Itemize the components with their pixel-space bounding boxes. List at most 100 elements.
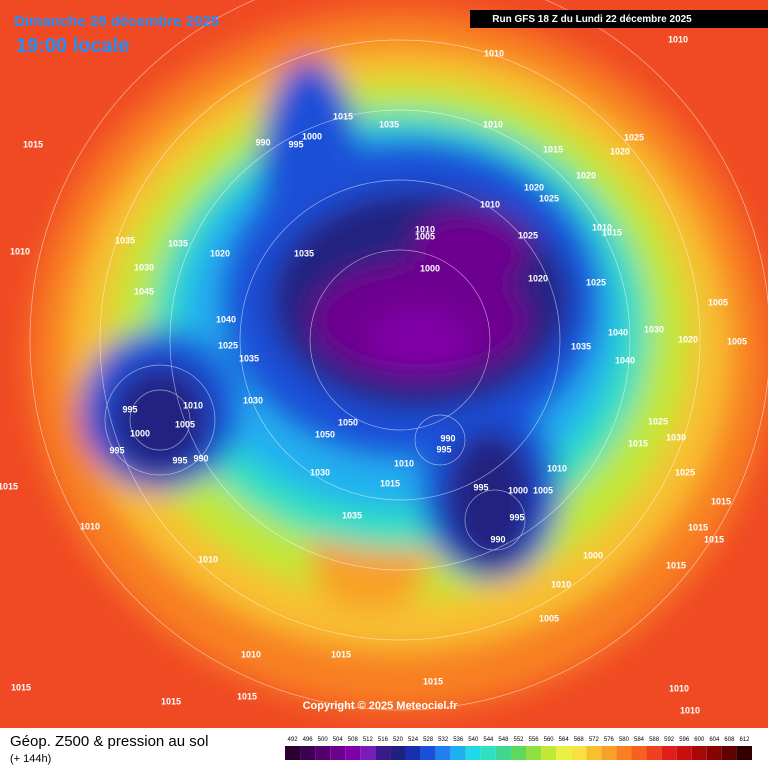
- pressure-label: 1015: [11, 682, 31, 692]
- pressure-label: 1010: [241, 649, 261, 659]
- pressure-label: 1010: [483, 119, 503, 129]
- pressure-label: 1035: [294, 248, 314, 258]
- colorbar-label: 504: [333, 737, 344, 743]
- colorbar-label: 552: [513, 737, 524, 743]
- colorbar-swatch: [345, 746, 361, 760]
- pressure-label: 1005: [727, 336, 747, 346]
- colorbar-swatch: [541, 746, 557, 760]
- pressure-label: 1045: [134, 286, 154, 296]
- pressure-label: 1025: [624, 132, 644, 142]
- colorbar-label: 560: [544, 737, 555, 743]
- pressure-label: 1030: [243, 395, 263, 405]
- pressure-label: 1035: [379, 119, 399, 129]
- pressure-label: 1035: [239, 353, 259, 363]
- colorbar-label: 544: [483, 737, 494, 743]
- colorbar-swatch: [706, 746, 722, 760]
- colorbar-swatch: [676, 746, 692, 760]
- colorbar-label: 508: [348, 737, 359, 743]
- pressure-label: 995: [509, 512, 524, 522]
- colorbar-label: 596: [679, 737, 690, 743]
- pressure-label: 990: [440, 433, 455, 443]
- colorbar-label: 592: [664, 737, 675, 743]
- pressure-label: 1010: [484, 48, 504, 58]
- colorbar-label: 540: [468, 737, 479, 743]
- pressure-label: 1005: [539, 613, 559, 623]
- colorbar-label: 604: [709, 737, 720, 743]
- colorbar-label: 532: [438, 737, 449, 743]
- pressure-label: 995: [172, 455, 187, 465]
- pressure-label: 1015: [0, 481, 18, 491]
- colorbar-swatch: [285, 746, 301, 760]
- pressure-label: 1035: [342, 510, 362, 520]
- pressure-label: 1010: [668, 34, 688, 44]
- colorbar-label: 492: [288, 737, 299, 743]
- pressure-label: 1035: [115, 235, 135, 245]
- pressure-label: 1025: [218, 340, 238, 350]
- colorbar-label: 580: [619, 737, 630, 743]
- colorbar-swatch: [526, 746, 542, 760]
- colorbar-swatch: [300, 746, 316, 760]
- colorbar-swatch: [360, 746, 376, 760]
- pressure-label: 1030: [644, 324, 664, 334]
- pressure-label: 1030: [310, 467, 330, 477]
- colorbar-label: 572: [589, 737, 600, 743]
- pressure-label: 1000: [420, 263, 440, 273]
- pressure-label: 1015: [331, 649, 351, 659]
- colorbar-label: 612: [739, 737, 750, 743]
- pressure-label: 1025: [539, 193, 559, 203]
- pressure-label: 995: [109, 445, 124, 455]
- pressure-label: 1015: [704, 534, 724, 544]
- colorbar-swatch: [616, 746, 632, 760]
- pressure-label: 1010: [10, 246, 30, 256]
- colorbar-label: 600: [694, 737, 705, 743]
- colorbar-label: 576: [604, 737, 615, 743]
- pressure-label: 1010: [394, 458, 414, 468]
- pressure-label: 1020: [210, 248, 230, 258]
- pressure-label: 1015: [688, 522, 708, 532]
- pressure-label: 1025: [675, 467, 695, 477]
- pressure-label: 1035: [571, 341, 591, 351]
- pressure-label: 1015: [23, 139, 43, 149]
- pressure-label: 1010: [198, 554, 218, 564]
- date: Dimanche 28 décembre 2025: [14, 13, 219, 30]
- pressure-label: 995: [436, 444, 451, 454]
- pressure-label: 995: [122, 404, 137, 414]
- colorbar-label: 548: [498, 737, 509, 743]
- colorbar-label: 524: [408, 737, 419, 743]
- footer-lead: (+ 144h): [10, 753, 51, 765]
- pressure-label: 1000: [302, 131, 322, 141]
- pressure-label: 1010: [592, 222, 612, 232]
- pressure-label: 1010: [669, 683, 689, 693]
- colorbar-label: 528: [423, 737, 434, 743]
- pressure-label: 1010: [80, 521, 100, 531]
- footer-title: Géop. Z500 & pression au sol: [10, 733, 208, 750]
- colorbar-swatch: [405, 746, 421, 760]
- pressure-label: 1015: [628, 438, 648, 448]
- colorbar-swatch: [661, 746, 677, 760]
- colorbar-swatch: [510, 746, 527, 760]
- colorbar-swatch: [435, 746, 451, 760]
- pressure-label: 990: [193, 453, 208, 463]
- pressure-label: 1020: [524, 182, 544, 192]
- pressure-label: 1010: [547, 463, 567, 473]
- pressure-label: 1040: [216, 314, 236, 324]
- colorbar-swatch: [315, 746, 331, 760]
- colorbar-swatch: [330, 746, 346, 760]
- pressure-label: 1005: [708, 297, 728, 307]
- colorbar-label: 556: [529, 737, 540, 743]
- colorbar-swatch: [631, 746, 647, 760]
- pressure-label: 995: [288, 139, 303, 149]
- pressure-label: 1020: [576, 170, 596, 180]
- pressure-label: 1015: [380, 478, 400, 488]
- colorbar-swatch: [646, 746, 662, 760]
- pressure-label: 1010: [183, 400, 203, 410]
- pressure-label: 1005: [415, 231, 435, 241]
- colorbar-swatch: [450, 746, 466, 760]
- pressure-label: 1010: [480, 199, 500, 209]
- copyright: Copyright © 2025 Meteociel.fr: [303, 700, 459, 712]
- pressure-label: 1040: [608, 327, 628, 337]
- pressure-label: 1025: [648, 416, 668, 426]
- pressure-label: 990: [490, 534, 505, 544]
